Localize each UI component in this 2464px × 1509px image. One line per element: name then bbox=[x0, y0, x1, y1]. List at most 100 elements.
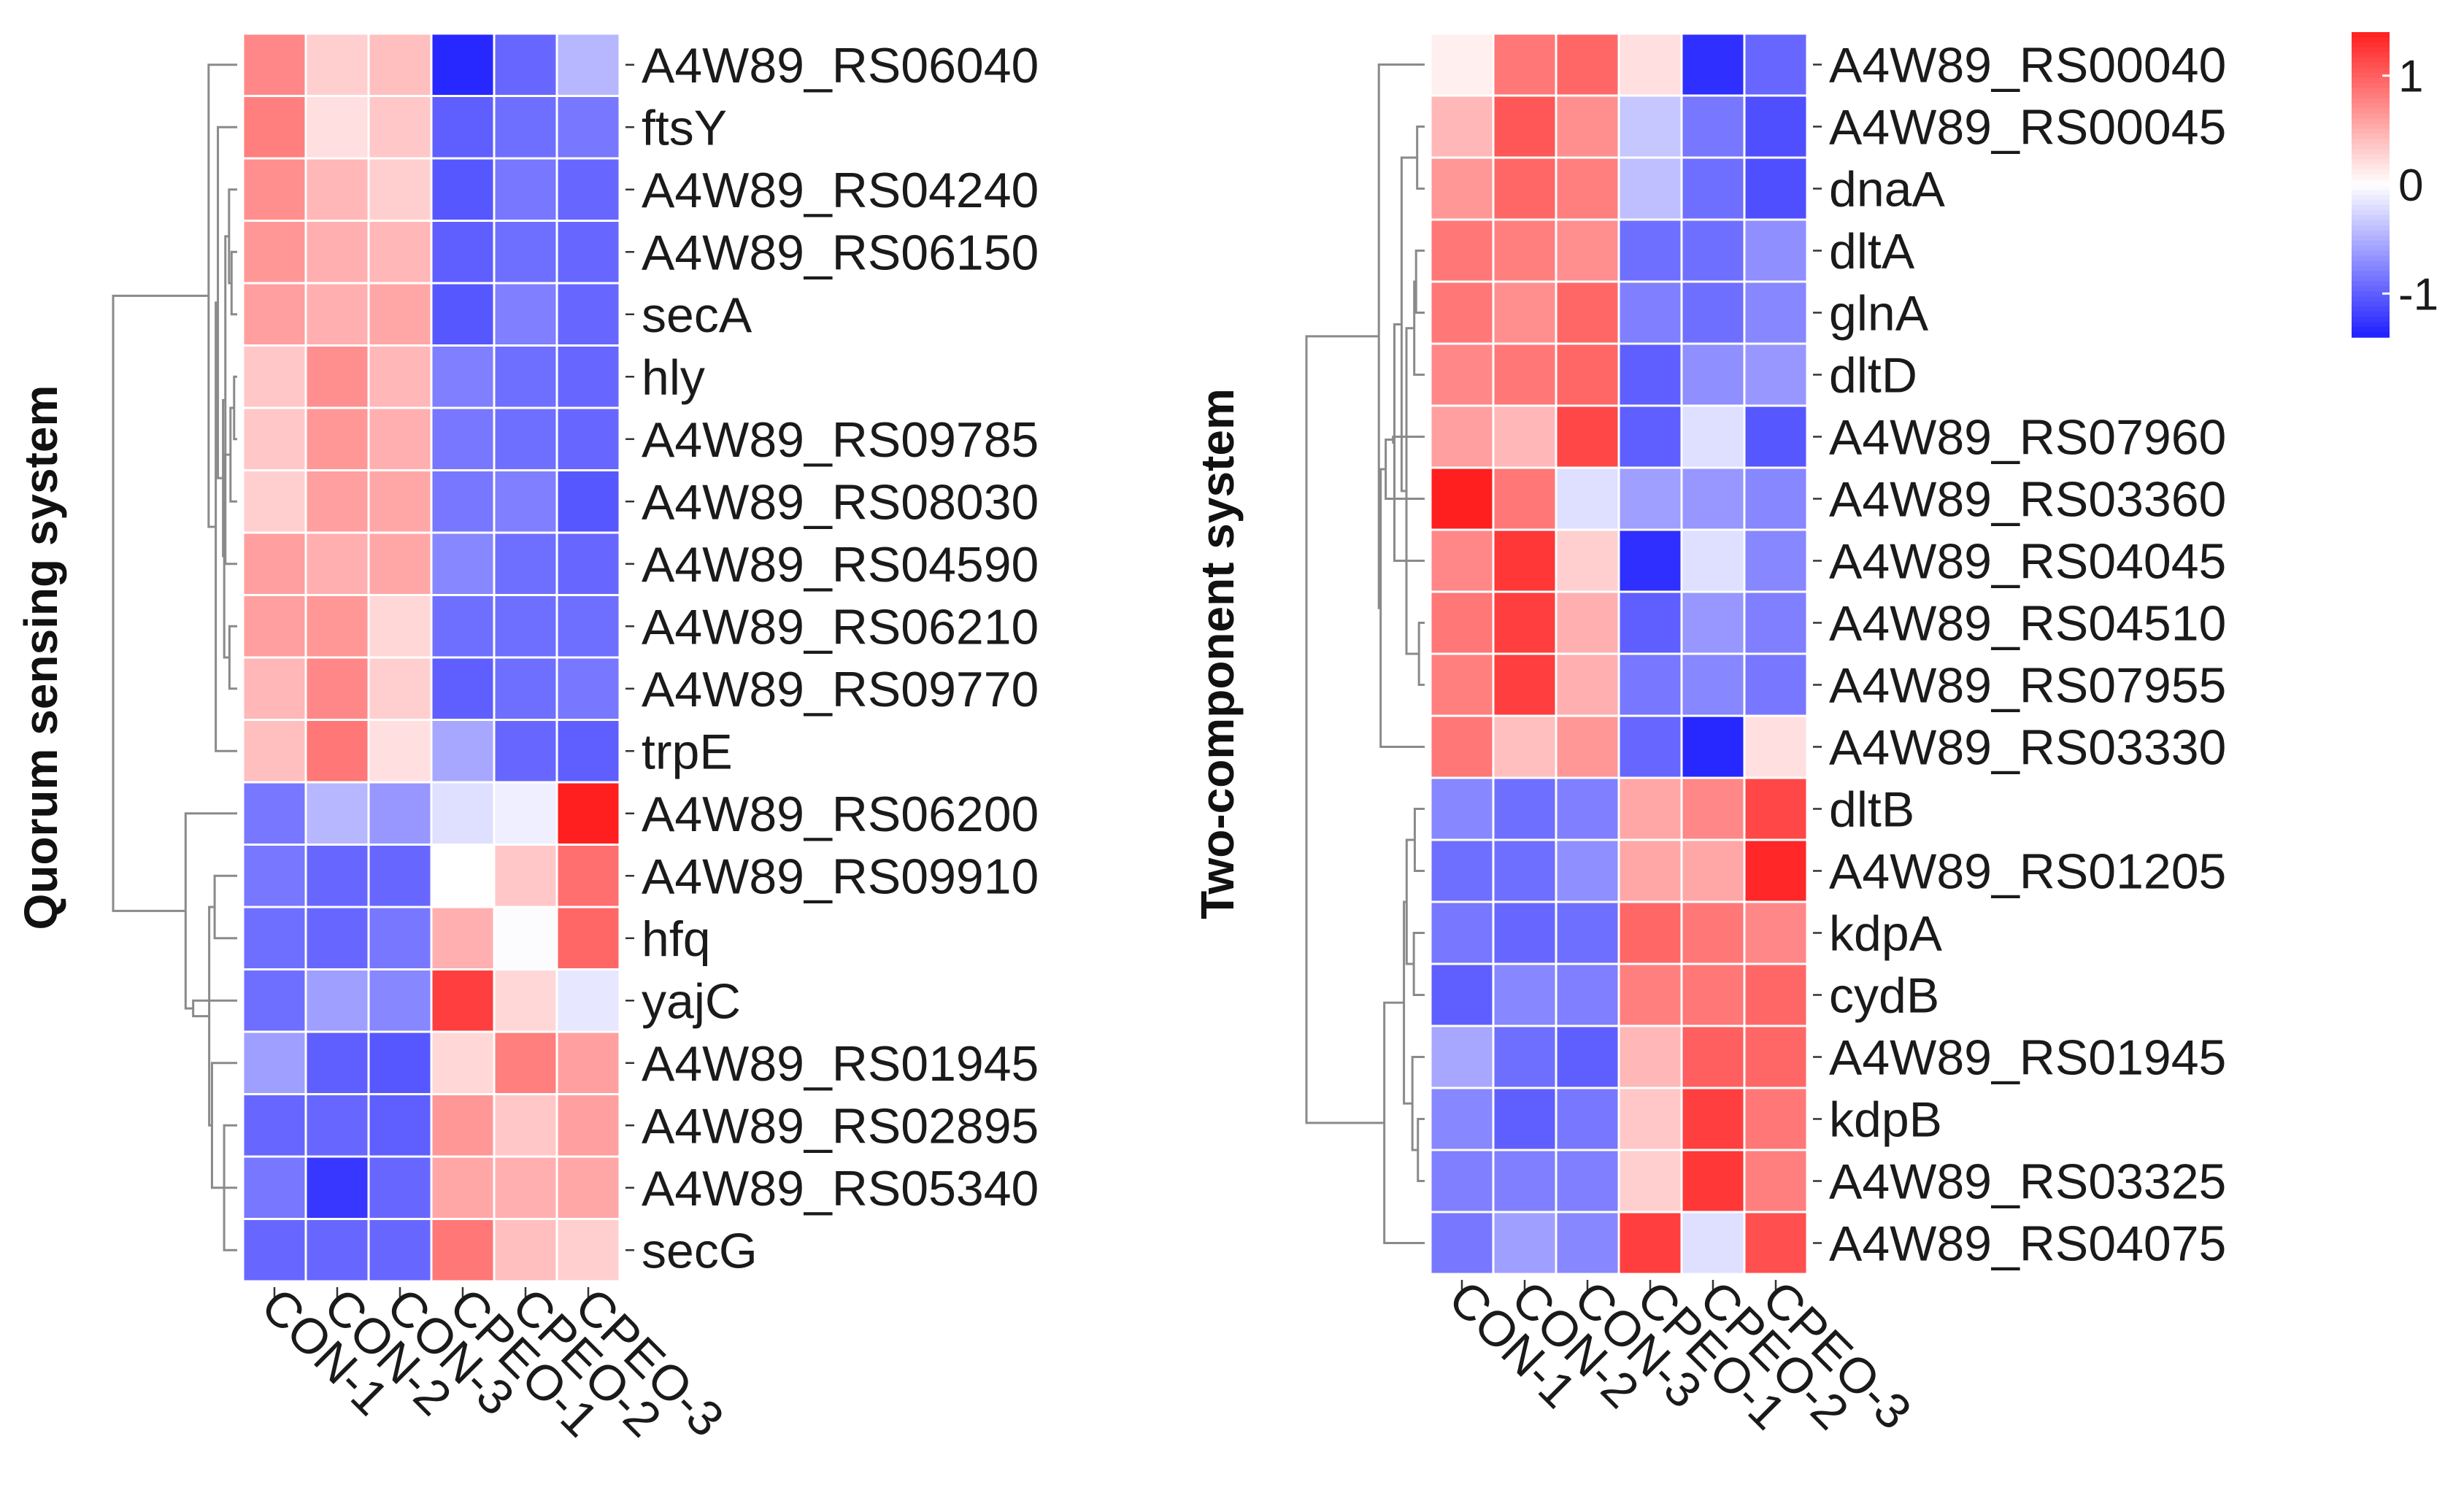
heatmap-cell bbox=[367, 594, 433, 659]
heatmap-cell bbox=[1743, 776, 1809, 841]
heatmap-cell bbox=[430, 406, 496, 471]
heatmap-cell bbox=[367, 344, 433, 409]
row-label: dltB bbox=[1829, 782, 1914, 838]
colorbar-segment bbox=[2352, 306, 2390, 312]
heatmap-cell bbox=[555, 95, 621, 160]
heatmap-cell bbox=[1617, 1211, 1683, 1275]
heatmap-cell bbox=[493, 157, 558, 222]
heatmap-cell bbox=[304, 282, 370, 347]
heatmap-cell bbox=[1680, 156, 1746, 221]
colorbar-segment bbox=[2352, 77, 2390, 84]
row-label: A4W89_RS06200 bbox=[642, 787, 1039, 842]
heatmap-cell bbox=[555, 1030, 621, 1095]
heatmap-cell bbox=[430, 906, 496, 970]
colorbar-segment bbox=[2352, 72, 2390, 79]
dendrogram-branch bbox=[233, 375, 237, 441]
heatmap-cell bbox=[1680, 776, 1746, 841]
heatmap-cell bbox=[1680, 342, 1746, 407]
heatmap-cell bbox=[1617, 94, 1683, 159]
heatmap-cell bbox=[1743, 838, 1809, 903]
row-label: cydB bbox=[1829, 968, 1939, 1024]
heatmap-cell bbox=[1492, 1087, 1558, 1151]
row-label: dnaA bbox=[1829, 162, 1945, 217]
heatmap-cell bbox=[1680, 1024, 1746, 1089]
colorbar-segment bbox=[2352, 235, 2390, 242]
row-label: hly bbox=[642, 350, 705, 405]
colorbar-tick-label: -1 bbox=[2398, 269, 2438, 320]
heatmap-cell bbox=[555, 968, 621, 1033]
heatmap-cell bbox=[1492, 1024, 1558, 1089]
heatmap-cell bbox=[1680, 404, 1746, 469]
colorbar-segment bbox=[2352, 36, 2390, 43]
heatmap-cell bbox=[242, 95, 307, 160]
colorbar-segment bbox=[2352, 154, 2390, 160]
row-label: A4W89_RS04590 bbox=[642, 537, 1039, 593]
row-label: A4W89_RS06210 bbox=[642, 599, 1039, 655]
heatmap-cell bbox=[304, 719, 370, 784]
heatmap-cell bbox=[1680, 900, 1746, 965]
heatmap-cell bbox=[493, 1155, 558, 1220]
heatmap-cell bbox=[1680, 1087, 1746, 1151]
row-label: A4W89_RS07960 bbox=[1829, 410, 2226, 466]
heatmap-cell bbox=[1743, 962, 1809, 1027]
heatmap-cell bbox=[1617, 528, 1683, 593]
colorbar-segment bbox=[2352, 209, 2390, 216]
colorbar-segment bbox=[2352, 123, 2390, 130]
heatmap-cell bbox=[367, 906, 433, 970]
heatmap-cell bbox=[555, 1155, 621, 1220]
heatmap-cell bbox=[1680, 280, 1746, 345]
heatmap-cell bbox=[1429, 590, 1495, 655]
heatmap-cell bbox=[242, 1155, 307, 1220]
row-label: ftsY bbox=[642, 100, 727, 155]
heatmap-cell bbox=[367, 282, 433, 347]
heatmap-cell bbox=[367, 220, 433, 285]
heatmap-cell bbox=[555, 531, 621, 596]
heatmap-cell bbox=[1680, 714, 1746, 779]
row-label: A4W89_RS00040 bbox=[1829, 38, 2226, 93]
colorbar-segment bbox=[2352, 199, 2390, 206]
heatmap-cell bbox=[1617, 1149, 1683, 1213]
heatmap-cell bbox=[1492, 156, 1558, 221]
row-label: secA bbox=[642, 287, 752, 343]
heatmap-cell bbox=[1617, 1087, 1683, 1151]
heatmap-cell bbox=[1617, 652, 1683, 717]
heatmap-cell bbox=[367, 656, 433, 721]
heatmap-cell bbox=[367, 968, 433, 1033]
dendrogram-branch bbox=[213, 874, 237, 940]
colorbar-tick-label: 1 bbox=[2398, 52, 2423, 102]
heatmap-cell bbox=[555, 406, 621, 471]
heatmap-cell bbox=[555, 781, 621, 846]
heatmap-cell bbox=[242, 1093, 307, 1158]
colorbar-segment bbox=[2352, 139, 2390, 145]
heatmap-cell bbox=[1743, 590, 1809, 655]
heatmap-cell bbox=[304, 656, 370, 721]
heatmap-cell bbox=[555, 719, 621, 784]
heatmap-cell bbox=[1555, 404, 1620, 469]
heatmap-cell bbox=[1680, 838, 1746, 903]
heatmap-cell bbox=[1617, 218, 1683, 283]
heatmap-cell bbox=[1555, 528, 1620, 593]
row-label: glnA bbox=[1829, 286, 1929, 341]
heatmap-cell bbox=[1492, 342, 1558, 407]
two-component-heatmap: A4W89_RS00040 A4W89_RS00045 dnaA dltA glnA dl… bbox=[1191, 32, 2226, 1440]
colorbar-segment bbox=[2352, 42, 2390, 48]
colorbar-segment bbox=[2352, 128, 2390, 135]
heatmap-cell bbox=[1555, 342, 1620, 407]
colorbar-segment bbox=[2352, 250, 2390, 257]
heatmap-cell bbox=[1555, 32, 1620, 97]
heatmap-cell bbox=[1429, 1149, 1495, 1213]
heatmap-cell bbox=[1555, 1087, 1620, 1151]
dendrogram-branch bbox=[1417, 1118, 1425, 1182]
row-label: A4W89_RS00045 bbox=[1829, 100, 2226, 155]
heatmap-cell bbox=[1555, 94, 1620, 159]
heatmap-cell bbox=[1429, 218, 1495, 283]
heatmap-cell bbox=[430, 1155, 496, 1220]
colorbar-segment bbox=[2352, 180, 2390, 185]
heatmap-cell bbox=[367, 95, 433, 160]
dendrogram-branch bbox=[1416, 126, 1425, 190]
heatmap-cell bbox=[1492, 94, 1558, 159]
heatmap-cell bbox=[1617, 32, 1683, 97]
colorbar-segment bbox=[2352, 149, 2390, 155]
colorbar-segment bbox=[2352, 215, 2390, 221]
heatmap-cell bbox=[367, 781, 433, 846]
